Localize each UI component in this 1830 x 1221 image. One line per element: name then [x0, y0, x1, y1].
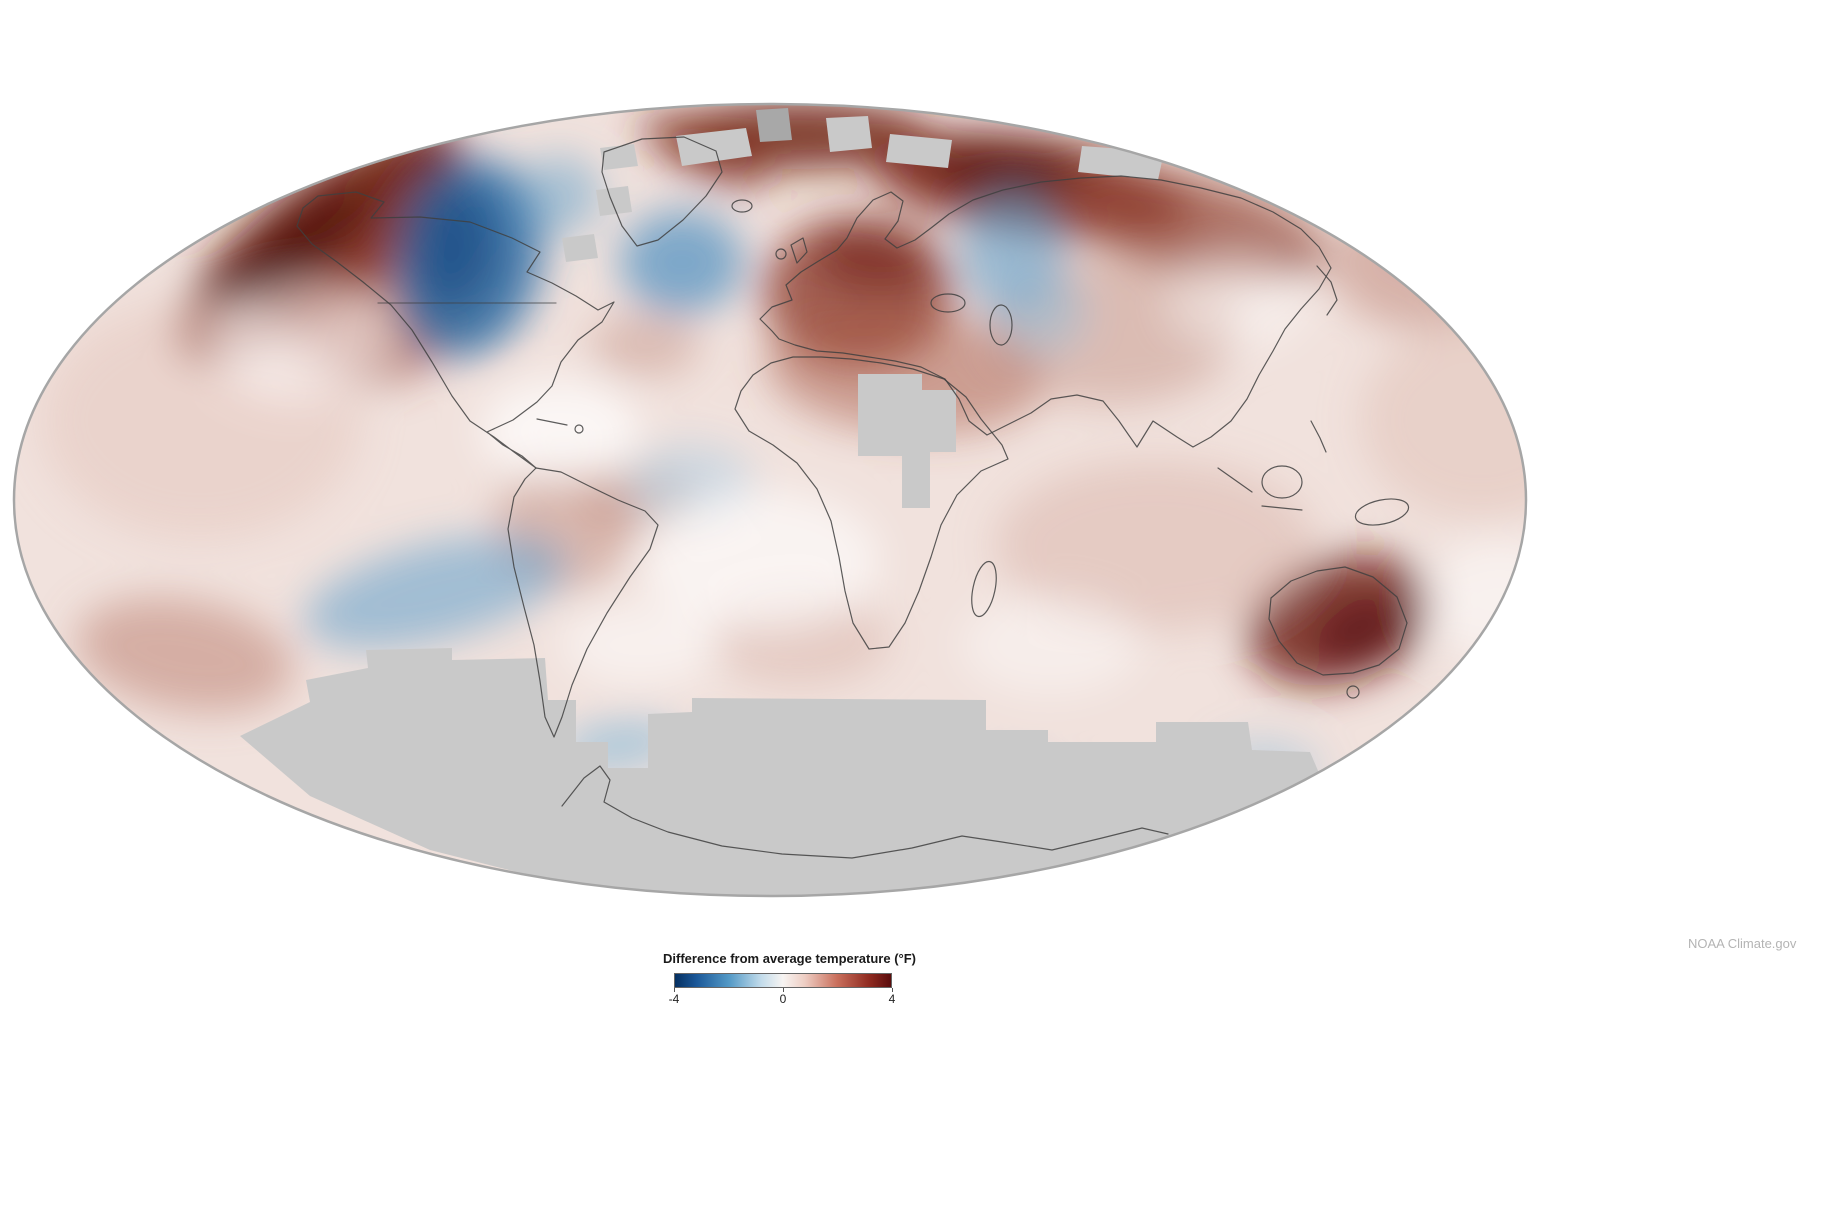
legend-colorbar-wrap	[674, 973, 893, 992]
coast-greenland	[601, 136, 723, 247]
anomaly-baffin-cool	[518, 155, 602, 235]
temperature-legend: Difference from average temperature (°F)…	[663, 951, 916, 1006]
anomaly-neutral-white-7	[960, 595, 1140, 695]
coast-new-zealand-south	[1466, 706, 1480, 724]
legend-tick-mark-zero	[783, 988, 784, 992]
anomaly-north-africa-mideast-warm	[765, 309, 1045, 435]
anomaly-neutral-white-5	[560, 605, 720, 685]
no-data-arctic-3	[886, 134, 952, 168]
coastline-layer	[296, 136, 1480, 859]
anomaly-north-atlantic-cool	[620, 210, 744, 314]
legend-colorbar	[674, 973, 892, 988]
coast-caspian-sea	[989, 304, 1013, 346]
coast-eurasia	[759, 175, 1332, 448]
globe-outline	[12, 102, 1528, 898]
anomaly-south-pacific-left-warm	[76, 597, 294, 713]
legend-tick-mark-max	[892, 988, 893, 992]
anomaly-kazakh-cool	[997, 270, 1087, 354]
attribution: NOAA Climate.gov	[1688, 936, 1797, 951]
coast-black-sea	[930, 293, 966, 313]
anomaly-neutral-white-2	[640, 490, 880, 630]
anomaly-atlantic-warm-spot	[590, 313, 700, 377]
anomaly-neutral-white-6	[1420, 540, 1526, 660]
coast-madagascar	[971, 560, 997, 618]
coast-cuba	[536, 418, 568, 426]
no-data-greenland-patch-2	[562, 234, 598, 262]
no-data-pole-dark	[756, 108, 792, 142]
anomaly-europe-warm-core	[812, 221, 932, 295]
no-data-arctic-2	[826, 116, 872, 152]
coast-britain	[790, 237, 808, 264]
coast-ireland	[775, 248, 787, 260]
legend-tick-zero: 0	[779, 992, 787, 1006]
no-data-layer	[240, 108, 1322, 896]
anomaly-layer	[40, 104, 1526, 802]
coast-borneo	[1261, 465, 1303, 499]
anomaly-pacific-right-warm	[1360, 320, 1526, 520]
coast-tasmania	[1346, 685, 1360, 699]
anomaly-northwest-pacific-warm	[1330, 200, 1520, 330]
legend-tick-mark-min	[674, 988, 675, 992]
anomaly-neutral-white-3	[210, 280, 390, 400]
coast-sumatra	[1217, 467, 1253, 493]
legend-tick-max: 4	[888, 992, 896, 1006]
coast-australia	[1268, 566, 1408, 676]
anomaly-neutral-white-1	[480, 380, 640, 480]
coast-north-america	[296, 191, 615, 469]
coast-new-zealand-north	[1452, 686, 1464, 704]
no-data-antarctica	[240, 648, 1322, 896]
anomaly-indian-ocean-warm	[995, 460, 1315, 630]
coast-antarctica	[561, 765, 1169, 859]
coast-africa	[734, 356, 1009, 650]
anomaly-southeast-pacific-cool	[303, 535, 567, 649]
coast-java	[1261, 505, 1303, 511]
anomaly-central-canada-cool-core	[411, 184, 499, 306]
coast-japan	[1316, 265, 1338, 316]
anomaly-australia-warm-core	[1315, 598, 1409, 666]
legend-tick-labels: -4 0 4	[669, 992, 896, 1006]
no-data-greenland-patch-1	[596, 186, 632, 216]
legend-title: Difference from average temperature (°F)	[663, 951, 916, 966]
legend-tick-min: -4	[668, 992, 680, 1006]
coast-hispaniola	[574, 424, 584, 434]
coast-south-america	[507, 467, 659, 738]
coast-iceland	[731, 199, 753, 213]
anomaly-siberia-warm-core	[925, 141, 1095, 195]
no-data-central-africa	[858, 374, 956, 508]
coast-new-guinea	[1354, 498, 1410, 526]
anomaly-neutral-white-4	[1170, 250, 1310, 350]
no-data-arctic-1	[676, 128, 752, 166]
coast-philippines	[1310, 420, 1327, 453]
no-data-arctic-5	[600, 144, 638, 170]
